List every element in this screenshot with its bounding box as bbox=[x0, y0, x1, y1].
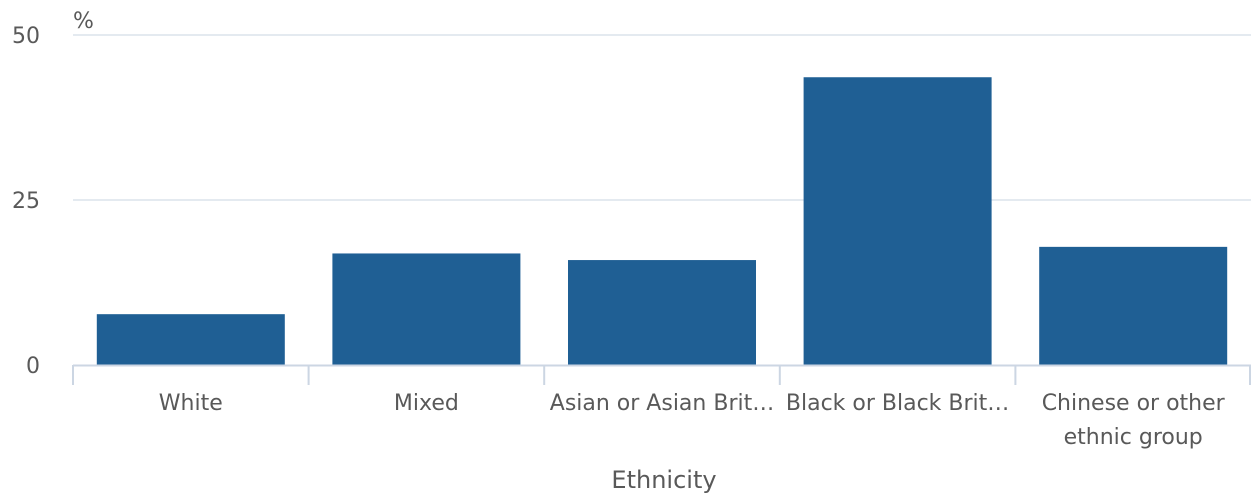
bar-4[interactable] bbox=[1039, 246, 1228, 365]
y-tick-label: 0 bbox=[26, 354, 40, 379]
y-axis-unit-label: % bbox=[73, 9, 94, 34]
bar-1[interactable] bbox=[332, 253, 521, 365]
bar-0[interactable] bbox=[96, 314, 285, 365]
bar-3[interactable] bbox=[803, 77, 992, 366]
x-category-label-4: Chinese or other ethnic group bbox=[1042, 391, 1226, 450]
y-axis-ticks: 0 25 50 bbox=[12, 24, 40, 379]
x-category-label-1: Mixed bbox=[394, 391, 459, 416]
x-category-label-3: Black or Black Brit… bbox=[786, 391, 1009, 416]
gridlines bbox=[73, 34, 1251, 201]
x-axis bbox=[72, 364, 1251, 385]
x-category-label-2: Asian or Asian Brit… bbox=[550, 391, 774, 416]
bars bbox=[96, 77, 1228, 366]
y-tick-label: 25 bbox=[12, 189, 40, 214]
x-axis-title: Ethnicity bbox=[611, 466, 716, 494]
y-tick-label: 50 bbox=[12, 24, 40, 49]
x-category-label-0: White bbox=[159, 391, 223, 416]
bar-2[interactable] bbox=[568, 260, 756, 365]
x-axis-category-labels: White Mixed Asian or Asian Brit… Black or B… bbox=[159, 391, 1226, 450]
